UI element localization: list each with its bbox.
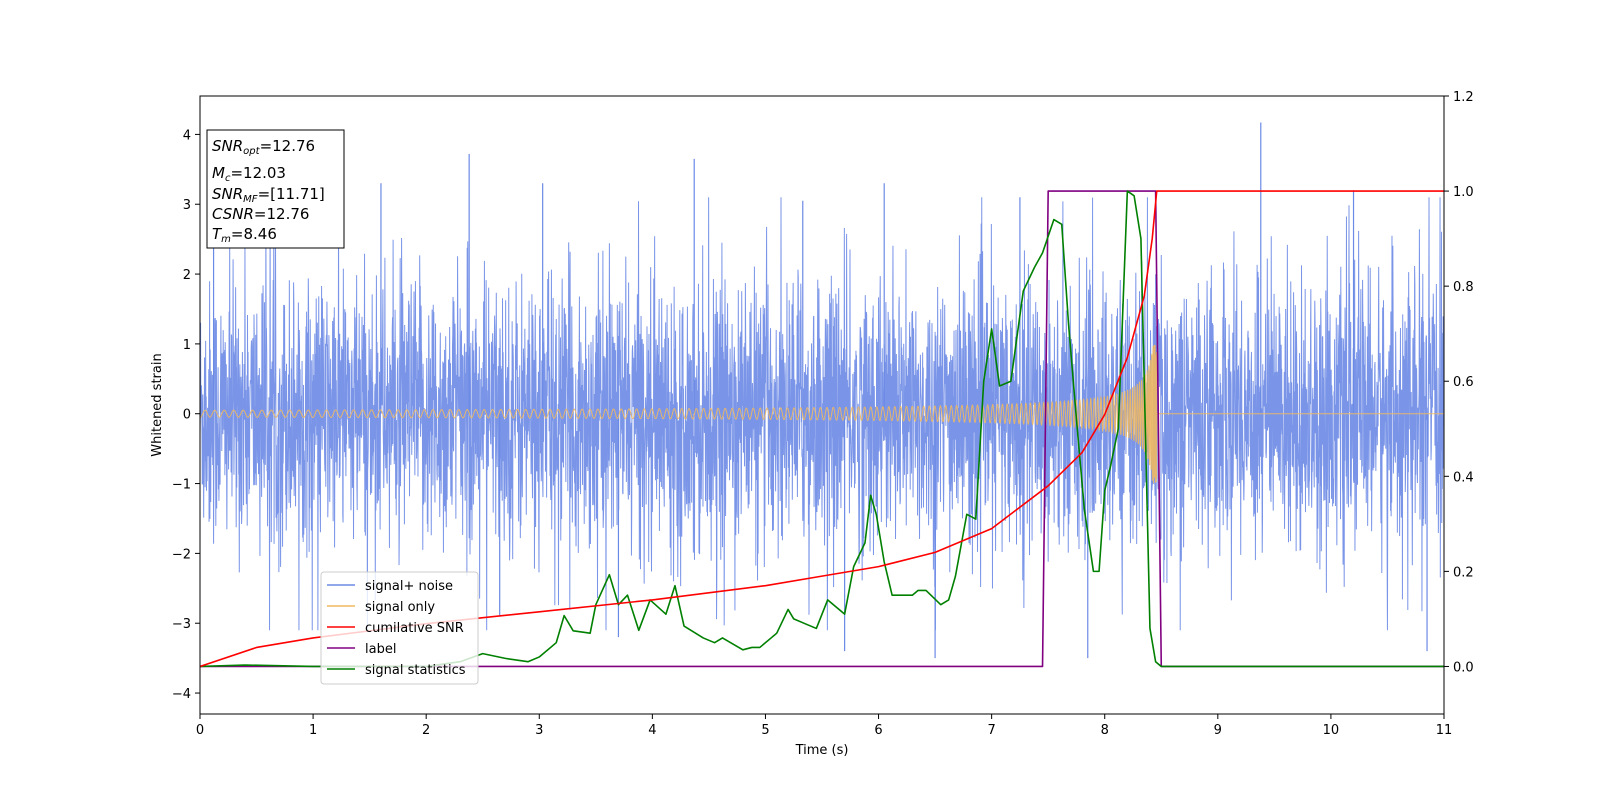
- info-line-snr-mf: SNRMF=[11.71]: [212, 185, 325, 205]
- legend-label-label: label: [365, 642, 396, 657]
- y-tick-label--4: −4: [172, 687, 191, 702]
- series-signal-statistics: [200, 190, 1444, 668]
- x-axis-label: Time (s): [795, 743, 849, 758]
- info-line-csnr: CSNR=12.76: [212, 205, 309, 223]
- x-tick-label-9: 9: [1214, 723, 1222, 738]
- x-tick-label-8: 8: [1101, 723, 1109, 738]
- axes-layer: 0 1 2 3 4 5 6 7 8 9 10 11 −4 −3 −2 −1 0 1 2 3 4 0.0 0.2 0.4 0.6 0…: [172, 90, 1474, 738]
- x-tick-label-0: 0: [196, 723, 204, 738]
- series-signal-noise-spikes: [212, 122, 1428, 659]
- legend-frame: [320, 571, 479, 685]
- y-tick-label-0: 0: [183, 408, 191, 423]
- x-tick-label-5: 5: [761, 723, 769, 738]
- info-line-snr-opt: SNRopt=12.76: [212, 137, 315, 157]
- info-line-tm: Tm=8.46: [212, 225, 277, 245]
- info-box: SNRopt=12.76 Mc=12.03 SNRMF=[11.71] CSNR…: [206, 129, 345, 249]
- x-tick-label-2: 2: [422, 723, 430, 738]
- legend: signal+ noise signal only cumilative SNR…: [320, 571, 479, 685]
- y2-tick-label-4: 0.8: [1453, 280, 1474, 295]
- x-tick-label-6: 6: [874, 723, 882, 738]
- y2-tick-label-0: 0.0: [1453, 660, 1474, 675]
- x-tick-label-1: 1: [309, 723, 317, 738]
- series-signal-noise: [200, 197, 1444, 631]
- y2-tick-label-2: 0.4: [1453, 470, 1474, 485]
- x-tick-label-10: 10: [1323, 723, 1340, 738]
- legend-label-cumulative-snr: cumilative SNR: [365, 621, 464, 636]
- y-tick-label--2: −2: [172, 547, 191, 562]
- x-tick-label-7: 7: [987, 723, 995, 738]
- y-tick-label-2: 2: [183, 268, 191, 283]
- plot-frame: [199, 95, 1445, 715]
- y-tick-label-1: 1: [183, 338, 191, 353]
- legend-label-signal-statistics: signal statistics: [365, 663, 466, 678]
- y-tick-label-4: 4: [183, 128, 191, 143]
- x-tick-label-4: 4: [648, 723, 656, 738]
- y2-tick-label-1: 0.2: [1453, 565, 1474, 580]
- legend-label-signal-noise: signal+ noise: [365, 579, 453, 594]
- y2-tick-label-6: 1.2: [1453, 90, 1474, 105]
- y-axis-label: Whitened strain: [150, 353, 165, 456]
- info-box-frame: [206, 129, 345, 249]
- series-signal-only: [200, 344, 1444, 484]
- legend-label-signal-only: signal only: [365, 600, 435, 615]
- y2-tick-label-5: 1.0: [1453, 185, 1474, 200]
- y-tick-label-3: 3: [183, 198, 191, 213]
- y-tick-label--3: −3: [172, 617, 191, 632]
- y2-tick-label-3: 0.6: [1453, 375, 1474, 390]
- y-tick-label--1: −1: [172, 478, 191, 493]
- x-tick-label-3: 3: [535, 723, 543, 738]
- info-line-mc: Mc=12.03: [212, 164, 286, 184]
- x-tick-label-11: 11: [1436, 723, 1453, 738]
